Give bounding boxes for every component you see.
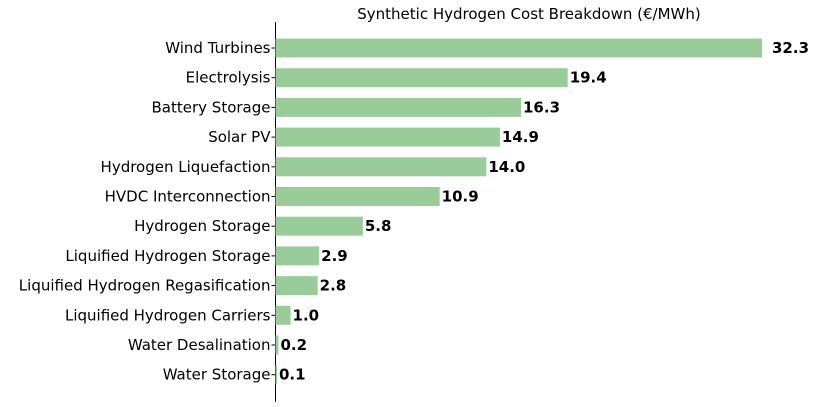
bar (275, 157, 487, 177)
bar (275, 305, 291, 325)
bar (275, 127, 500, 147)
value-label: 14.0 (488, 158, 525, 176)
category-label: Water Storage (163, 366, 271, 384)
bar (275, 38, 762, 58)
category-label: Solar PV (208, 128, 271, 146)
category-label: Liquified Hydrogen Storage (65, 247, 270, 265)
category-label: Battery Storage (152, 98, 271, 116)
bar (275, 246, 320, 266)
value-label: 2.8 (320, 277, 347, 295)
bar (275, 68, 568, 88)
value-label: 0.2 (281, 336, 308, 354)
value-label: 2.9 (321, 247, 348, 265)
bar (275, 335, 279, 355)
bar (275, 276, 318, 296)
value-label: 19.4 (570, 69, 607, 87)
bar (275, 216, 363, 236)
category-label: Liquified Hydrogen Carriers (65, 306, 271, 324)
bars-group: Wind Turbines 32.3 Electrolysis 19.4 Battery… (19, 38, 809, 385)
value-label: 1.0 (293, 306, 320, 324)
category-label: Wind Turbines (165, 39, 270, 57)
category-label: Water Desalination (128, 336, 271, 354)
value-label: 16.3 (523, 98, 560, 116)
value-label: 32.3 (772, 39, 809, 57)
category-label: HVDC Interconnection (105, 188, 271, 206)
category-label: Hydrogen Liquefaction (101, 158, 271, 176)
bar (275, 187, 440, 206)
chart-title: Synthetic Hydrogen Cost Breakdown (€/MWh… (357, 5, 700, 23)
category-label: Liquified Hydrogen Regasification (19, 277, 271, 295)
value-label: 10.9 (442, 188, 479, 206)
bar (275, 97, 522, 117)
category-label: Electrolysis (186, 69, 271, 87)
value-label: 5.8 (365, 217, 392, 235)
value-label: 14.9 (502, 128, 539, 146)
bar (275, 365, 278, 385)
value-label: 0.1 (279, 366, 306, 384)
category-label: Hydrogen Storage (134, 217, 270, 235)
